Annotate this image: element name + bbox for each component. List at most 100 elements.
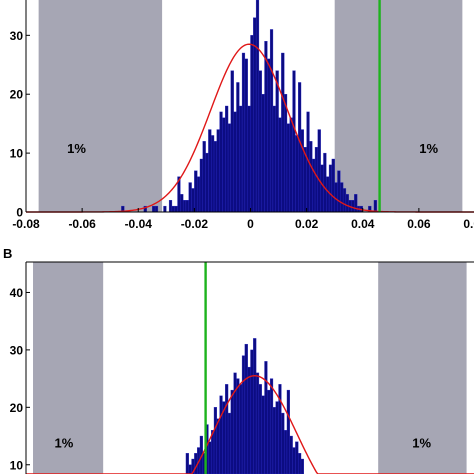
panel-a-histogram: 1% 1% 0 10 20 30 -0.08 -0.06 -0.04 -0.02 0 0.02 0.0… <box>10 0 474 231</box>
histogram-bar <box>171 205 175 213</box>
histogram-bar <box>298 82 302 213</box>
histogram-bar <box>185 200 189 213</box>
y-tick-label: 20 <box>10 401 24 415</box>
panel-b-tick-labels: 10 20 30 40 <box>10 286 30 472</box>
histogram-bar <box>317 129 321 213</box>
x-tick-label: 0.04 <box>351 217 375 231</box>
histogram-bar <box>314 147 319 213</box>
histogram-bar <box>283 430 288 474</box>
histogram-bar <box>213 141 218 213</box>
shaded-region-1 <box>33 262 104 474</box>
x-tick-label: -0.08 <box>12 217 40 231</box>
histogram-bar <box>275 70 279 213</box>
histogram-bar <box>326 176 330 213</box>
histogram-bar <box>216 418 220 474</box>
histogram-bar <box>236 378 240 474</box>
histogram-bar <box>312 158 316 213</box>
histogram-bar <box>230 389 234 474</box>
panel-a-shaded-regions: 1% 1% <box>38 0 463 212</box>
histogram-bar <box>174 205 178 213</box>
histogram-bar <box>269 378 274 474</box>
histogram-bar <box>289 117 293 213</box>
histogram-bar <box>250 349 254 474</box>
x-tick-label: 0 <box>247 217 254 231</box>
y-tick-label: 20 <box>10 88 24 102</box>
histogram-bar <box>168 200 173 213</box>
x-tick-label: 0.08 <box>463 217 474 231</box>
histogram-bar <box>323 152 327 213</box>
histogram-bar <box>225 105 229 213</box>
histogram-bar <box>244 343 248 474</box>
histogram-bar <box>281 52 285 213</box>
histogram-bar <box>267 58 271 213</box>
histogram-bar <box>264 361 268 474</box>
histogram-bar <box>216 129 220 213</box>
histogram-bar <box>188 464 192 474</box>
histogram-bar <box>227 123 232 213</box>
shaded-region-label: 1% <box>67 141 86 156</box>
histogram-bar <box>272 105 276 213</box>
histogram-bar <box>286 389 290 474</box>
histogram-bar <box>180 194 184 213</box>
panel-a-tick-labels: 0 10 20 30 -0.08 -0.06 -0.04 -0.02 0 0.02 0.04 0.06… <box>10 29 474 231</box>
histogram-bar <box>292 447 296 474</box>
histogram-bar <box>281 412 285 474</box>
histogram-bar <box>219 395 223 474</box>
histogram-bar <box>241 52 246 213</box>
histogram-bar <box>250 35 254 213</box>
shaded-region-label: 1% <box>419 141 438 156</box>
histogram-bar <box>213 407 218 474</box>
histogram-bar <box>188 182 192 213</box>
histogram-bar <box>225 384 229 474</box>
histogram-bar <box>219 111 223 213</box>
histogram-bar <box>261 395 265 474</box>
histogram-bar <box>289 435 293 474</box>
histogram-bar <box>258 70 262 213</box>
histogram-bar <box>255 372 260 474</box>
histogram-bar <box>194 453 198 474</box>
histogram-bar <box>278 117 282 213</box>
histogram-bar <box>300 129 304 213</box>
histogram-bar <box>208 441 212 474</box>
histogram-bar <box>247 105 251 213</box>
histogram-bar <box>197 176 201 213</box>
histogram-bar <box>342 188 347 213</box>
histogram-bar <box>239 384 243 474</box>
histogram-bar <box>373 200 377 213</box>
histogram-bar <box>334 182 338 213</box>
histogram-bar <box>255 0 260 213</box>
histogram-bar <box>298 453 302 474</box>
panel-b-normal-fit-curve <box>26 375 474 474</box>
shaded-region-label: 1% <box>412 436 431 451</box>
histogram-bar <box>185 453 189 474</box>
histogram-bar <box>230 70 234 213</box>
histogram-bar <box>239 105 243 213</box>
histogram-bar <box>202 141 206 213</box>
histogram-bar <box>233 372 237 474</box>
x-tick-label: -0.06 <box>68 217 96 231</box>
histogram-bar <box>222 117 226 213</box>
panel-b-axes <box>25 261 474 474</box>
histogram-bar <box>194 170 198 213</box>
histogram-bar <box>275 401 279 474</box>
x-tick-label: 0.06 <box>407 217 431 231</box>
y-tick-label: 10 <box>10 147 24 161</box>
histogram-bar <box>269 29 274 213</box>
histogram-bar <box>227 412 232 474</box>
histogram-bar <box>261 94 265 213</box>
shaded-region-2 <box>334 0 463 212</box>
histogram-bar <box>154 205 159 213</box>
panel-b-letter: B <box>3 246 12 261</box>
histogram-bar <box>264 41 268 213</box>
histogram-bar <box>208 129 212 213</box>
shaded-region-2 <box>378 262 467 474</box>
histogram-bar <box>309 141 313 213</box>
panel-b-bars <box>185 338 304 474</box>
histogram-bar <box>331 158 335 213</box>
y-tick-label: 10 <box>10 458 24 472</box>
histogram-bar <box>340 182 344 213</box>
shaded-region-label: 1% <box>54 436 73 451</box>
histogram-bar <box>211 135 215 213</box>
y-tick-label: 40 <box>10 286 24 300</box>
